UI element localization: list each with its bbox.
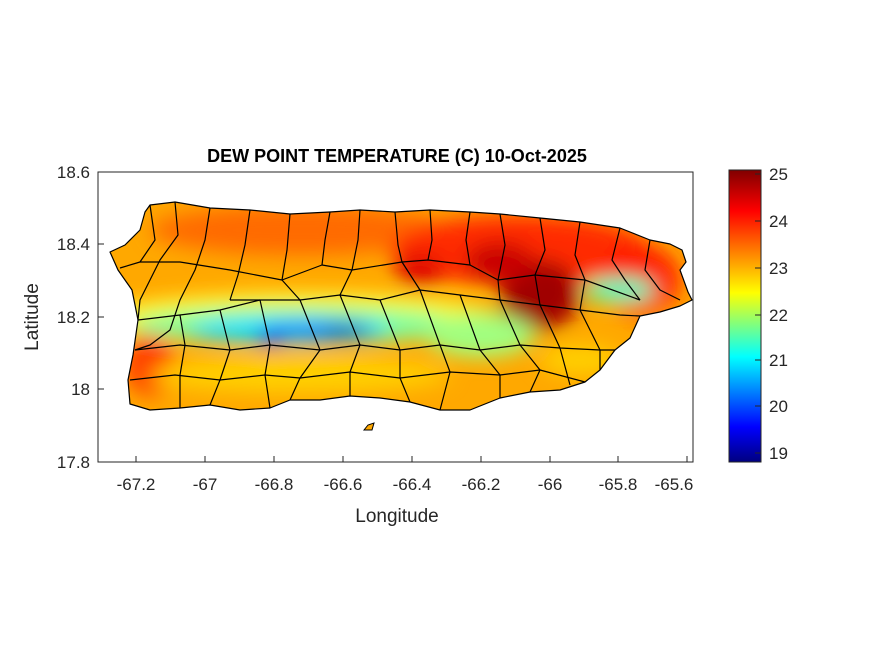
x-tick-label: -66.2 — [462, 475, 501, 494]
colorbar-tick-label: 25 — [769, 165, 788, 184]
x-tick-label: -66 — [538, 475, 563, 494]
y-axis-label: Latitude — [22, 283, 43, 351]
colorbar-tick-label: 22 — [769, 306, 788, 325]
y-tick-labels: 18.6 18.4 18.2 18 17.8 — [57, 163, 90, 472]
colorbar-tick-label: 19 — [769, 444, 788, 463]
x-tick-label: -67.2 — [117, 475, 156, 494]
x-tick-label: -65.8 — [599, 475, 638, 494]
x-tick-label: -67 — [193, 475, 218, 494]
colorbar-tick-label: 21 — [769, 351, 788, 370]
colorbar-tick-label: 23 — [769, 259, 788, 278]
offshore-island — [362, 422, 375, 431]
y-tick-label: 18.4 — [57, 235, 90, 254]
chart-title: DEW POINT TEMPERATURE (C) 10-Oct-2025 — [207, 146, 587, 166]
colorbar-tick-label: 20 — [769, 397, 788, 416]
colorbar-tick-label: 24 — [769, 212, 788, 231]
y-tick-label: 18.6 — [57, 163, 90, 182]
x-tick-label: -65.6 — [655, 475, 694, 494]
x-axis-label: Longitude — [355, 506, 438, 527]
x-tick-label: -66.6 — [324, 475, 363, 494]
municipality-boundaries — [109, 201, 693, 411]
x-tick-label: -66.4 — [393, 475, 432, 494]
y-tick-label: 18.2 — [57, 308, 90, 327]
x-tick-label: -66.8 — [255, 475, 294, 494]
y-tick-label: 17.8 — [57, 453, 90, 472]
x-tick-marks — [135, 456, 688, 462]
x-tick-labels: -67.2 -67 -66.8 -66.6 -66.4 -66.2 -66 -6… — [117, 475, 694, 494]
colorbar-gradient — [728, 169, 762, 463]
y-tick-marks — [98, 171, 104, 463]
y-tick-label: 18 — [71, 380, 90, 399]
colorbar: 25 24 23 22 21 20 19 — [728, 165, 788, 463]
island-outline — [109, 201, 693, 411]
